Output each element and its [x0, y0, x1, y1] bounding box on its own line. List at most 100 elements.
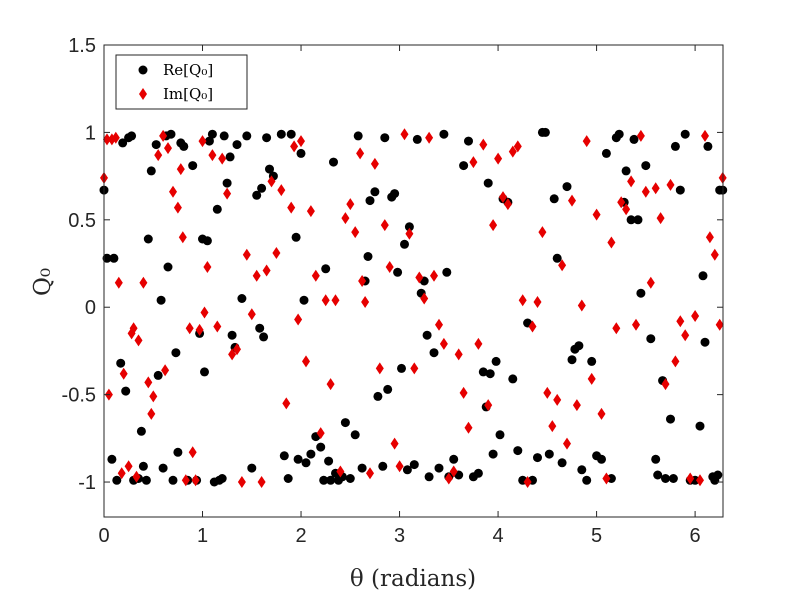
plot-frame [103, 44, 724, 518]
im-point [533, 296, 542, 308]
re-point [279, 451, 289, 461]
re-point [577, 465, 587, 475]
re-point [429, 348, 439, 358]
re-point [143, 234, 153, 244]
re-point [340, 418, 350, 428]
re-point [345, 474, 355, 483]
re-point [491, 356, 501, 366]
re-point [700, 337, 710, 347]
re-point [202, 236, 212, 246]
im-point [543, 386, 552, 399]
im-point [161, 364, 170, 377]
re-point [301, 458, 311, 468]
legend: Re[Q₀] Im[Q₀] [115, 54, 248, 110]
series-im [100, 128, 727, 488]
legend-marker-re [138, 65, 148, 75]
x-tick-label: 3 [394, 525, 405, 547]
im-point [681, 329, 690, 342]
im-point [538, 226, 547, 239]
re-point [544, 449, 554, 459]
im-point [617, 196, 626, 209]
re-point [439, 129, 449, 139]
im-point [208, 149, 217, 162]
im-point [587, 372, 596, 385]
im-point [474, 337, 483, 350]
re-point [357, 463, 367, 473]
re-point [319, 475, 329, 485]
re-point [188, 161, 198, 171]
re-point [118, 138, 128, 148]
re-point [153, 370, 163, 380]
im-point [622, 203, 631, 216]
im-point [188, 446, 197, 459]
re-point [204, 136, 214, 146]
im-point [103, 133, 111, 146]
re-point [459, 161, 469, 171]
im-point [134, 334, 143, 347]
im-point [154, 149, 163, 162]
im-point [636, 129, 645, 142]
im-point [380, 219, 389, 232]
re-point [614, 129, 624, 139]
re-point [666, 414, 675, 424]
im-point [430, 269, 438, 282]
im-point [111, 131, 120, 144]
re-point [146, 166, 156, 176]
im-point [523, 476, 532, 488]
re-point [651, 454, 661, 464]
im-point [484, 399, 493, 412]
re-point [350, 430, 360, 440]
im-point [176, 163, 185, 176]
re-point [670, 141, 680, 151]
legend-marker-im [139, 88, 147, 100]
re-point [141, 475, 151, 485]
x-tick-label: 1 [197, 525, 208, 547]
y-axis-label: Q₀ [30, 268, 56, 296]
re-point [316, 442, 326, 452]
im-point [528, 320, 537, 333]
im-point [651, 182, 660, 195]
re-point [255, 323, 265, 333]
re-point [136, 426, 146, 436]
im-point [178, 231, 187, 244]
re-point [373, 391, 383, 401]
im-point [696, 474, 704, 487]
im-point [499, 191, 507, 204]
re-point [633, 215, 643, 225]
im-point [191, 474, 200, 487]
re-point [247, 463, 257, 473]
re-point [597, 454, 606, 464]
im-point [518, 294, 527, 307]
im-point [149, 390, 158, 403]
im-point [119, 367, 128, 380]
im-point [676, 315, 685, 328]
im-point [632, 318, 640, 331]
re-point [112, 475, 122, 485]
re-point [449, 454, 459, 464]
im-point [311, 269, 320, 282]
im-point [469, 156, 478, 169]
im-point [169, 185, 177, 198]
im-point [666, 178, 675, 191]
im-point [114, 276, 123, 289]
re-point [276, 129, 286, 139]
im-point [395, 460, 404, 473]
re-point [151, 140, 161, 150]
im-point [439, 337, 448, 350]
x-tick-label: 5 [591, 525, 602, 547]
im-point [341, 212, 350, 225]
im-point [294, 313, 303, 326]
re-point [363, 252, 373, 261]
im-point [336, 465, 345, 478]
im-point [582, 135, 591, 148]
legend-label-re: Re[Q₀] [163, 61, 213, 79]
re-point [661, 474, 670, 483]
im-point [366, 467, 374, 480]
im-point [218, 152, 227, 165]
im-point [494, 152, 503, 165]
im-point [351, 226, 360, 239]
data-points [99, 127, 728, 488]
im-point [213, 320, 222, 333]
re-point [326, 475, 336, 485]
re-point [225, 152, 235, 162]
